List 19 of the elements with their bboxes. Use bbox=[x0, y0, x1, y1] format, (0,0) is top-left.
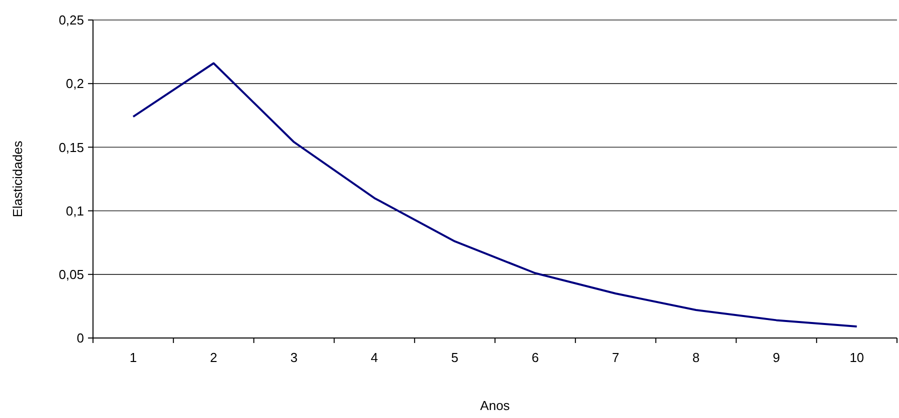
x-tick-label: 1 bbox=[130, 350, 137, 365]
y-tick-label: 0 bbox=[76, 330, 84, 346]
x-tick-label: 2 bbox=[210, 350, 218, 365]
line-series bbox=[132, 62, 858, 328]
y-tick-label: 0,1 bbox=[66, 203, 84, 218]
y-axis-title: Elasticidades bbox=[10, 140, 25, 218]
x-axis-title: Anos bbox=[480, 398, 510, 413]
y-tick-label: 0,25 bbox=[58, 12, 84, 28]
x-tick-label: 10 bbox=[850, 350, 864, 365]
y-tick-label: 0,05 bbox=[58, 266, 84, 282]
y-tick-label: 0,15 bbox=[58, 140, 84, 155]
x-tick-label: 7 bbox=[612, 350, 620, 365]
x-tick-label: 9 bbox=[772, 350, 780, 365]
x-tick-label: 6 bbox=[532, 350, 539, 365]
x-tick-label: 4 bbox=[370, 350, 378, 365]
y-tick-label: 0,2 bbox=[66, 76, 84, 92]
x-tick-label: 3 bbox=[290, 350, 298, 365]
x-tick-label: 5 bbox=[451, 350, 458, 365]
x-tick-label: 8 bbox=[692, 350, 700, 365]
